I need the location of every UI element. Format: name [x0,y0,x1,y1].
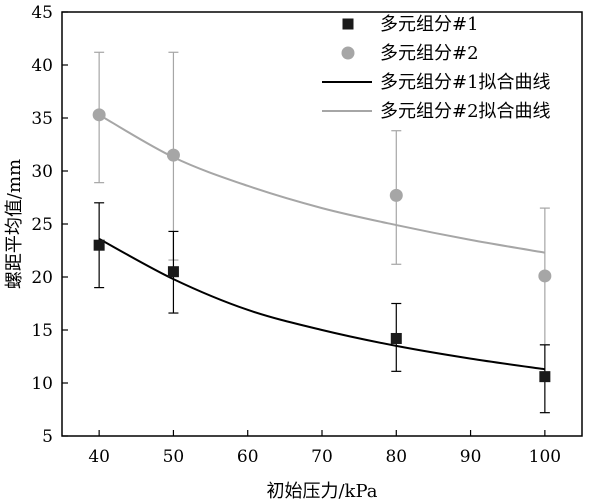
legend-label: 多元组分#1 [380,14,479,35]
data-points [92,108,552,383]
x-tick-label: 70 [311,447,333,467]
y-tick-label: 30 [31,162,53,182]
y-tick-label: 5 [42,427,53,447]
y-tick-label: 25 [31,215,53,235]
legend-label: 多元组分#1拟合曲线 [380,72,551,93]
data-point-circle [538,269,552,283]
data-point-square [539,371,551,383]
legend-label: 多元组分#2拟合曲线 [380,101,551,122]
data-point-square [93,239,105,251]
fit-curve-3 [98,237,545,371]
data-point-circle [92,108,106,122]
data-point-square [390,332,402,344]
legend-label: 多元组分#2 [380,43,479,64]
fit-curve-4 [98,113,546,254]
x-tick-label: 90 [460,447,482,467]
y-tick-label: 40 [31,56,53,76]
y-axis-title: 螺距平均值/mm [4,159,25,289]
data-point-circle [166,148,180,162]
data-point-circle [389,188,403,202]
axis-ticks: 40 50 60 70 80 90 100 5 10 15 20 25 30 35 40 45 [31,3,561,467]
y-tick-label: 35 [31,109,53,129]
legend-marker-square [342,18,354,30]
y-tick-label: 10 [31,374,53,394]
x-tick-label: 100 [529,447,561,467]
legend-marker-circle [341,46,355,60]
y-tick-label: 20 [31,268,53,288]
x-tick-label: 60 [237,447,259,467]
data-point-square [167,266,179,278]
fit-curves [98,113,546,371]
y-tick-label: 15 [31,321,53,341]
y-tick-label: 45 [31,3,53,23]
x-axis-title: 初始压力/kPa [266,481,377,502]
x-tick-label: 50 [163,447,185,467]
x-tick-label: 80 [385,447,407,467]
x-tick-label: 40 [88,447,110,467]
